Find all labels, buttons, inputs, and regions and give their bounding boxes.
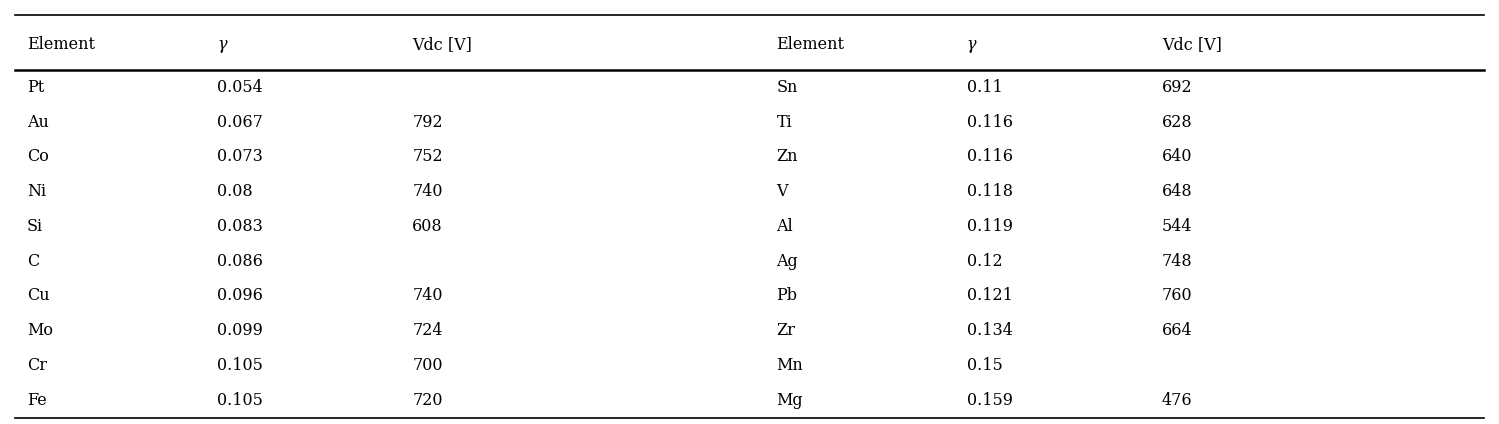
- Text: 0.15: 0.15: [967, 357, 1003, 374]
- Text: 476: 476: [1162, 392, 1192, 409]
- Text: Cr: Cr: [27, 357, 46, 374]
- Text: 0.12: 0.12: [967, 253, 1003, 270]
- Text: γ: γ: [217, 36, 226, 53]
- Text: 0.105: 0.105: [217, 357, 264, 374]
- Text: 740: 740: [412, 183, 442, 200]
- Text: γ: γ: [967, 36, 976, 53]
- Text: Al: Al: [776, 218, 793, 235]
- Text: 648: 648: [1162, 183, 1192, 200]
- Text: 664: 664: [1162, 322, 1192, 339]
- Text: Cu: Cu: [27, 287, 49, 304]
- Text: 608: 608: [412, 218, 442, 235]
- Text: 0.116: 0.116: [967, 148, 1013, 165]
- Text: 0.11: 0.11: [967, 79, 1003, 96]
- Text: 724: 724: [412, 322, 442, 339]
- Text: 0.054: 0.054: [217, 79, 264, 96]
- Text: 760: 760: [1162, 287, 1192, 304]
- Text: 740: 740: [412, 287, 442, 304]
- Text: Mn: Mn: [776, 357, 803, 374]
- Text: Element: Element: [27, 36, 94, 53]
- Text: 0.083: 0.083: [217, 218, 264, 235]
- Text: 692: 692: [1162, 79, 1192, 96]
- Text: Element: Element: [776, 36, 844, 53]
- Text: Zn: Zn: [776, 148, 797, 165]
- Text: 0.08: 0.08: [217, 183, 253, 200]
- Text: 0.116: 0.116: [967, 114, 1013, 131]
- Text: Vdc [V]: Vdc [V]: [412, 36, 472, 53]
- Text: Ti: Ti: [776, 114, 793, 131]
- Text: 700: 700: [412, 357, 442, 374]
- Text: 720: 720: [412, 392, 442, 409]
- Text: 0.121: 0.121: [967, 287, 1013, 304]
- Text: Pt: Pt: [27, 79, 45, 96]
- Text: 0.118: 0.118: [967, 183, 1013, 200]
- Text: 748: 748: [1162, 253, 1192, 270]
- Text: Zr: Zr: [776, 322, 796, 339]
- Text: 0.073: 0.073: [217, 148, 264, 165]
- Text: 0.119: 0.119: [967, 218, 1013, 235]
- Text: 640: 640: [1162, 148, 1192, 165]
- Text: 752: 752: [412, 148, 442, 165]
- Text: Pb: Pb: [776, 287, 797, 304]
- Text: Sn: Sn: [776, 79, 797, 96]
- Text: V: V: [776, 183, 788, 200]
- Text: 0.099: 0.099: [217, 322, 264, 339]
- Text: 0.159: 0.159: [967, 392, 1013, 409]
- Text: Ag: Ag: [776, 253, 799, 270]
- Text: Mo: Mo: [27, 322, 52, 339]
- Text: Si: Si: [27, 218, 43, 235]
- Text: Fe: Fe: [27, 392, 46, 409]
- Text: Ni: Ni: [27, 183, 46, 200]
- Text: 544: 544: [1162, 218, 1192, 235]
- Text: Mg: Mg: [776, 392, 803, 409]
- Text: Vdc [V]: Vdc [V]: [1162, 36, 1222, 53]
- Text: 0.134: 0.134: [967, 322, 1013, 339]
- Text: 0.086: 0.086: [217, 253, 264, 270]
- Text: Au: Au: [27, 114, 49, 131]
- Text: 628: 628: [1162, 114, 1192, 131]
- Text: 0.096: 0.096: [217, 287, 264, 304]
- Text: 0.105: 0.105: [217, 392, 264, 409]
- Text: C: C: [27, 253, 39, 270]
- Text: Co: Co: [27, 148, 49, 165]
- Text: 792: 792: [412, 114, 442, 131]
- Text: 0.067: 0.067: [217, 114, 264, 131]
